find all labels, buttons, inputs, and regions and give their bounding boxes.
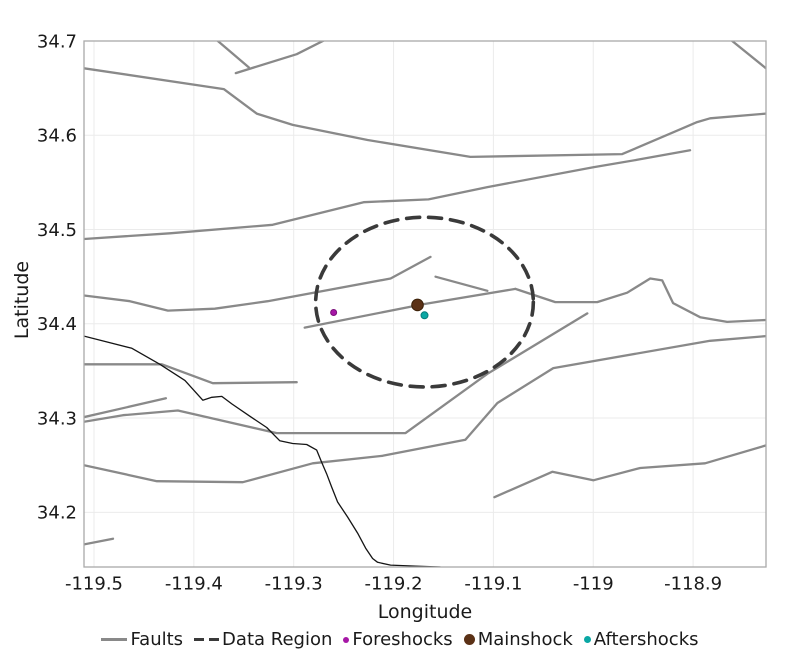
y-tick-label: 34.6 xyxy=(37,126,77,147)
x-tick-label: -119.4 xyxy=(165,573,223,594)
x-tick-label: -119.5 xyxy=(65,573,123,594)
y-tick-label: 34.3 xyxy=(37,408,77,429)
x-tick-label: -118.9 xyxy=(664,573,722,594)
y-axis-title: Latitude xyxy=(11,260,33,340)
y-tick-label: 34.2 xyxy=(37,503,77,524)
legend-item-data-region: Data Region xyxy=(194,629,332,650)
y-tick-label: 34.4 xyxy=(37,314,77,335)
legend-label-data-region: Data Region xyxy=(222,629,333,650)
legend-item-foreshocks: Foreshocks xyxy=(343,629,453,650)
faults-legend-marker xyxy=(101,638,128,641)
y-tick-label: 34.5 xyxy=(37,220,77,241)
legend-label-foreshocks: Foreshocks xyxy=(352,629,453,650)
legend-item-aftershocks: Aftershocks xyxy=(583,629,699,650)
x-axis-title: Longitude xyxy=(377,601,473,623)
x-tick-label: -119 xyxy=(573,573,614,594)
mainshock-legend-marker xyxy=(463,634,475,645)
legend-item-mainshock: Mainshock xyxy=(463,629,573,650)
legend-label-mainshock: Mainshock xyxy=(477,629,573,650)
data-region-legend-marker xyxy=(194,637,220,642)
aftershocks-legend-marker xyxy=(583,636,591,643)
x-tick-label: -119.1 xyxy=(464,573,522,594)
legend-label-aftershocks: Aftershocks xyxy=(593,629,699,650)
legend-label-faults: Faults xyxy=(130,629,184,650)
legend-item-faults: Faults xyxy=(101,629,183,650)
legend: Faults Data Region Foreshocks Mainshock … xyxy=(0,629,800,650)
x-tick-label: -119.3 xyxy=(265,573,323,594)
y-tick-label: 34.7 xyxy=(37,31,77,52)
foreshocks-legend-marker xyxy=(343,636,350,643)
x-tick-label: -119.2 xyxy=(365,573,423,594)
